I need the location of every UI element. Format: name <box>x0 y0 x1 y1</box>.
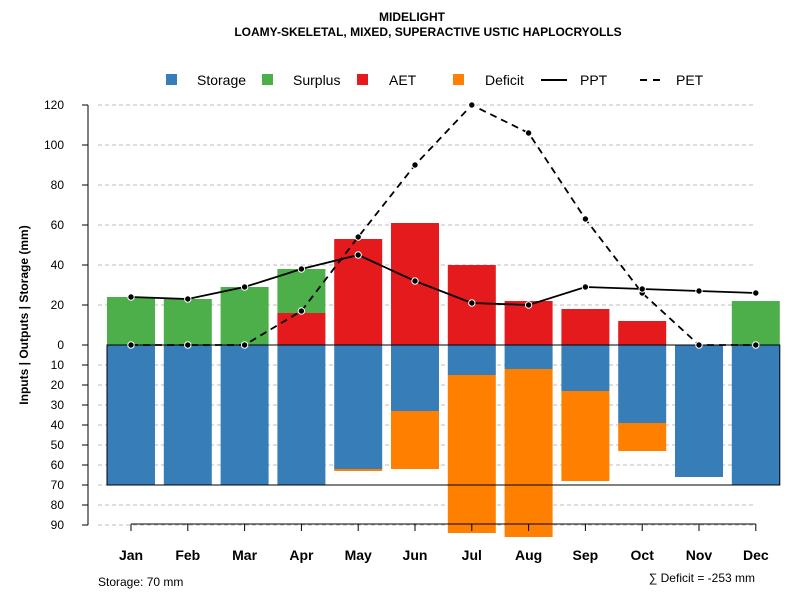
ppt-line-point <box>581 283 590 291</box>
legend-swatch-deficit <box>453 74 464 85</box>
surplus-bar <box>107 297 155 345</box>
ppt-line-point <box>354 251 362 259</box>
y-tick-label: 120 <box>44 98 64 112</box>
chart-subtitle: LOAMY-SKELETAL, MIXED, SUPERACTIVE USTIC… <box>234 25 621 39</box>
bars <box>107 223 780 537</box>
y-tick-label: 30 <box>51 398 65 412</box>
legend: Storage Surplus AET Deficit PPT PET <box>166 72 704 88</box>
aet-bar <box>618 321 667 345</box>
surplus-bar <box>277 269 326 313</box>
x-tick-label: Nov <box>686 547 713 563</box>
legend-label-pet: PET <box>676 72 704 88</box>
pet-line-point <box>468 101 476 109</box>
y-tick-label: 40 <box>51 258 65 272</box>
pet-line-point <box>581 215 590 223</box>
aet-bar <box>561 309 610 345</box>
storage-bar <box>504 345 553 369</box>
y-tick-label: 20 <box>51 378 65 392</box>
pet-line-point <box>354 233 362 241</box>
x-tick-label: Jul <box>462 547 482 563</box>
chart-title: MIDELIGHT <box>379 10 446 24</box>
surplus-bar <box>220 287 269 345</box>
deficit-bar <box>504 369 553 537</box>
pet-line-point <box>297 307 306 315</box>
x-tick-label: Oct <box>631 547 655 563</box>
storage-bar <box>561 345 610 391</box>
x-tick-label: Aug <box>515 547 542 563</box>
storage-footer: Storage: 70 mm <box>98 575 183 589</box>
aet-bar <box>277 313 326 345</box>
x-tick-label: Sep <box>573 547 599 563</box>
y-tick-label: 60 <box>51 218 65 232</box>
y-tick-label: 70 <box>51 478 65 492</box>
ppt-line-point <box>468 299 476 307</box>
x-tick-label: Feb <box>175 547 200 563</box>
deficit-bar <box>618 423 667 451</box>
storage-bar <box>391 345 439 411</box>
pet-line-point <box>127 341 135 349</box>
x-tick-label: Dec <box>743 547 769 563</box>
deficit-total-footer: ∑ Deficit = -253 mm <box>649 571 755 585</box>
ppt-line-point <box>184 295 192 303</box>
storage-bar <box>334 345 383 469</box>
legend-swatch-storage <box>166 74 177 85</box>
storage-bar <box>618 345 667 423</box>
storage-bar <box>731 345 780 485</box>
deficit-bar <box>334 469 383 471</box>
storage-bar <box>107 345 155 485</box>
y-tick-label: 0 <box>57 338 64 352</box>
pet-line-point <box>524 129 533 137</box>
y-tick-label: 40 <box>51 418 65 432</box>
legend-label-storage: Storage <box>197 72 246 88</box>
x-tick-label: Jun <box>403 547 428 563</box>
y-tick-label: 90 <box>51 518 65 532</box>
storage-bar <box>277 345 326 485</box>
deficit-bar <box>561 391 610 481</box>
ppt-line-point <box>240 283 249 291</box>
pet-line-point <box>752 341 760 349</box>
y-tick-label: 80 <box>51 498 65 512</box>
ppt-line-point <box>524 301 533 309</box>
storage-bar <box>447 345 496 375</box>
x-tick-label: Mar <box>232 547 257 563</box>
pet-line-point <box>240 341 249 349</box>
storage-bar <box>163 345 212 485</box>
deficit-bar <box>447 375 496 533</box>
storage-bar <box>675 345 723 477</box>
ppt-line-point <box>411 277 419 285</box>
storage-bar <box>220 345 269 485</box>
x-tick-label: May <box>345 547 372 563</box>
x-tick-label: Apr <box>289 547 314 563</box>
legend-swatch-surplus <box>262 74 273 85</box>
y-axis-label: Inputs | Outputs | Storage (mm) <box>17 225 31 404</box>
ppt-line-point <box>127 293 135 301</box>
lines <box>127 101 760 349</box>
y-tick-label: 60 <box>51 458 65 472</box>
legend-swatch-aet <box>357 74 368 85</box>
legend-label-aet: AET <box>389 72 417 88</box>
deficit-bar <box>391 411 439 469</box>
y-tick-label: 100 <box>44 138 64 152</box>
legend-label-deficit: Deficit <box>485 72 524 88</box>
pet-line-point <box>184 341 192 349</box>
legend-label-ppt: PPT <box>580 72 608 88</box>
legend-label-surplus: Surplus <box>293 72 340 88</box>
ppt-line-point <box>695 287 703 295</box>
axes: 0 20 40 60 80 100 120 10 20 30 40 50 60 70 80 90 Jan Feb M… <box>44 98 769 563</box>
y-tick-label: 80 <box>51 178 65 192</box>
surplus-bar <box>163 299 212 345</box>
ppt-line-point <box>752 289 760 297</box>
pet-line-point <box>411 161 419 169</box>
y-tick-label: 50 <box>51 438 65 452</box>
y-tick-label: 20 <box>51 298 65 312</box>
ppt-line <box>130 254 756 306</box>
surplus-bar <box>731 301 780 345</box>
x-tick-label: Jan <box>119 547 143 563</box>
ppt-line-point <box>638 285 646 293</box>
ppt-line-point <box>297 265 306 273</box>
y-tick-label: 10 <box>51 358 65 372</box>
pet-line-point <box>695 341 703 349</box>
